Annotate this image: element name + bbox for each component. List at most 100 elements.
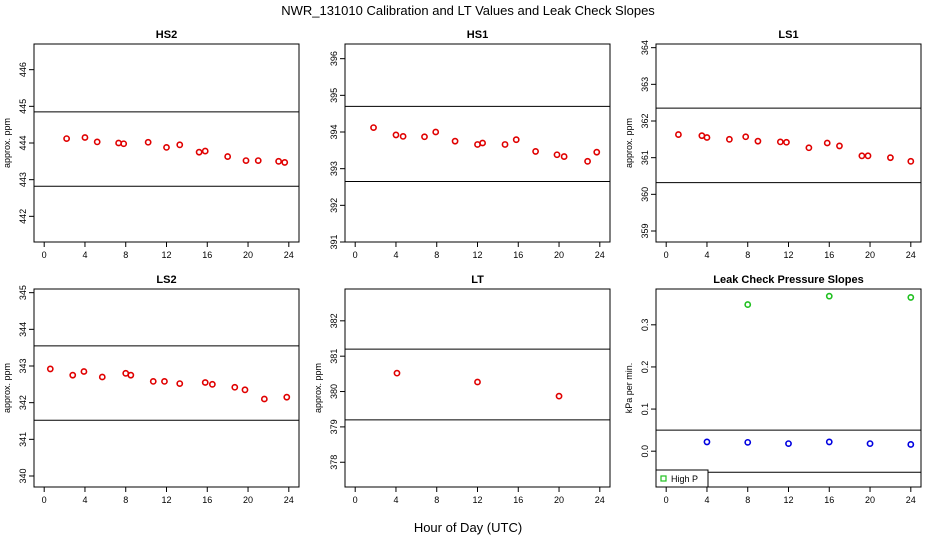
panel-2-x-tick-label-6: 24: [906, 250, 916, 260]
panel-2-series-0-point-13: [887, 154, 894, 162]
panel-3-x-tick-label-5: 20: [243, 495, 253, 505]
panel-5-series-0-point-0: [744, 301, 752, 308]
panel-4-y-tick-label-3: 381: [329, 349, 339, 364]
panel-5-y-tick-label-0: 0.0: [640, 445, 650, 458]
panel-0-y-tick-label-0: 442: [18, 209, 28, 224]
panel-3-title: LS2: [156, 274, 176, 286]
panel-5-series-1-point-3: [825, 438, 833, 446]
panel-5-y-tick-label-1: 0.1: [640, 403, 650, 416]
panel-4-series-0-point-1: [474, 378, 481, 386]
panel-lt: LT 0 4 8 12 16 20 24 378 379 380 381 382 approx. ppm: [313, 274, 611, 505]
panel-2-x-tick-label-2: 8: [745, 250, 750, 260]
panel-0-series-0-point-2: [93, 138, 101, 146]
panel-3-series-0-point-2: [80, 368, 88, 375]
panel-0-series-0-point-7: [176, 141, 184, 149]
panel-2-series-0-point-3: [725, 135, 733, 143]
panel-4-ylabel: approx. ppm: [313, 363, 323, 413]
panel-4-x-tick-label-1: 4: [393, 495, 398, 505]
panel-3-frame: [33, 288, 300, 488]
panel-3-series-0-point-0: [46, 365, 54, 373]
panel-ls2: LS2 0 4 8 12 16 20 24 340 341 342 343 344 345 approx. …: [2, 274, 300, 505]
panel-2-y-tick-label-2: 361: [640, 150, 650, 165]
panel-0-series-0-point-4: [120, 140, 128, 148]
panel-2-x-tick-label-0: 0: [664, 250, 669, 260]
panel-0-series-0-point-0: [63, 135, 71, 142]
panel-1-y-tick-label-5: 396: [329, 51, 339, 66]
panel-1-series-0-point-11: [553, 151, 561, 159]
panel-5-y-tick-label-2: 0.2: [640, 361, 650, 374]
panel-3-series-0-point-14: [283, 393, 291, 401]
panel-5-x-tick-label-6: 24: [906, 495, 916, 505]
panel-4-x-tick-label-0: 0: [353, 495, 358, 505]
panel-1-title: HS1: [467, 29, 488, 41]
panel-3-y-tick-label-2: 342: [18, 395, 28, 410]
panel-2-series-0-point-5: [754, 137, 762, 145]
panel-5-x-tick-label-4: 16: [824, 495, 834, 505]
panel-0-series-0-point-9: [201, 147, 209, 155]
panel-4-x-tick-label-4: 16: [513, 495, 523, 505]
panel-0-series-0-point-5: [144, 138, 152, 146]
panel-4-y-tick-label-0: 378: [329, 455, 339, 470]
figure-xlabel: Hour of Day (UTC): [414, 520, 522, 535]
panel-2-x-tick-label-3: 12: [783, 250, 793, 260]
panel-3-x-tick-label-0: 0: [42, 495, 47, 505]
panel-3-y-tick-label-1: 341: [18, 432, 28, 447]
panel-3-y-tick-label-3: 343: [18, 358, 28, 373]
panel-4-x-tick-label-6: 24: [595, 495, 605, 505]
panel-1-x-tick-label-1: 4: [393, 250, 398, 260]
panel-1-series-0-point-13: [584, 157, 591, 165]
panel-0-x-tick-label-3: 12: [161, 250, 171, 260]
panel-5-series-0-point-1: [825, 292, 833, 300]
panel-1-y-tick-label-1: 392: [329, 198, 339, 213]
panel-4-frame: [344, 288, 611, 488]
panel-0-series-0-point-1: [81, 134, 89, 141]
panel-2-title: LS1: [778, 29, 798, 41]
panel-3-series-0-point-7: [161, 377, 168, 385]
panel-4-title: LT: [471, 274, 484, 286]
panel-0-ylabel: approx. ppm: [2, 118, 12, 168]
panel-2-y-tick-label-0: 359: [640, 223, 650, 238]
panel-leak-check-pressure-slopes: Leak Check Pressure Slopes 0 4 8 12 16 20 24 0.0…: [624, 274, 922, 505]
panel-3-x-tick-label-3: 12: [161, 495, 171, 505]
panel-1-series-0-point-12: [560, 153, 568, 160]
panel-2-y-tick-label-4: 363: [640, 77, 650, 92]
panel-1-series-0-point-7: [479, 139, 486, 147]
panel-3-series-0-point-6: [149, 377, 157, 385]
panel-2-series-0-point-9: [823, 139, 831, 147]
panel-0-x-tick-label-0: 0: [42, 250, 47, 260]
panel-hs2: HS2 0 4 8 12 16 20 24 442 443 444 445 446 approx. ppm: [2, 29, 300, 260]
panel-1-series-0-point-14: [593, 148, 601, 156]
panel-0-x-tick-label-5: 20: [243, 250, 253, 260]
panel-4-y-tick-label-1: 379: [329, 419, 339, 434]
panel-1-series-0-point-5: [451, 137, 459, 145]
panel-0-series-0-point-11: [242, 157, 250, 164]
panel-0-series-0-point-13: [275, 157, 283, 165]
panel-5-x-tick-label-5: 20: [865, 495, 875, 505]
panel-0-series-0-point-14: [281, 159, 289, 166]
panel-0-x-tick-label-6: 24: [284, 250, 294, 260]
panel-2-series-0-point-4: [742, 133, 750, 141]
panel-1-series-0-point-10: [532, 148, 539, 155]
panel-1-series-0-point-9: [512, 136, 520, 144]
panel-3-series-0-point-10: [208, 380, 216, 388]
panel-2-ylabel: approx. ppm: [624, 118, 634, 168]
panel-5-series-1-point-1: [744, 438, 752, 446]
panel-2-x-tick-label-1: 4: [704, 250, 709, 260]
panel-2-x-tick-label-4: 16: [824, 250, 834, 260]
panel-3-ylabel: approx. ppm: [2, 363, 12, 413]
panel-3-series-0-point-3: [98, 373, 106, 381]
panel-0-y-tick-label-2: 444: [18, 135, 28, 150]
panel-0-title: HS2: [156, 29, 177, 41]
panel-1-x-tick-label-2: 8: [434, 250, 439, 260]
panel-1-y-tick-label-0: 391: [329, 234, 339, 249]
panel-5-series-1-point-5: [907, 441, 915, 448]
panel-2-series-0-point-12: [864, 152, 872, 160]
panel-4-series-0-point-0: [393, 369, 401, 377]
panel-3-x-tick-label-2: 8: [123, 495, 128, 505]
panel-2-series-0-point-7: [783, 138, 790, 146]
panel-hs1: HS1 0 4 8 12 16 20 24 391 392 393 394 395 396: [329, 29, 611, 260]
panel-ls1: LS1 0 4 8 12 16 20 24 359 360 361 362 363 364 approx. …: [624, 29, 922, 260]
panel-4-x-tick-label-3: 12: [472, 495, 482, 505]
